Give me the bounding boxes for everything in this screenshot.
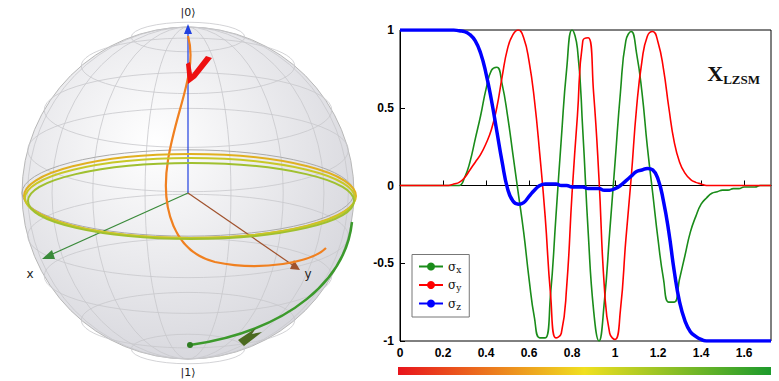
svg-text:-0.5: -0.5 — [373, 256, 394, 270]
svg-text:x: x — [26, 267, 33, 281]
svg-text:1.4: 1.4 — [693, 346, 710, 360]
svg-text:1: 1 — [612, 346, 619, 360]
svg-text:1: 1 — [387, 23, 394, 37]
svg-text:1.2: 1.2 — [650, 346, 667, 360]
svg-text:0.2: 0.2 — [435, 346, 452, 360]
svg-text:y: y — [455, 283, 462, 293]
svg-text:0: 0 — [387, 179, 394, 193]
svg-text:y: y — [304, 267, 311, 281]
svg-text:|1⟩: |1⟩ — [181, 366, 196, 379]
svg-text:-1: -1 — [383, 334, 394, 348]
svg-text:0.6: 0.6 — [521, 346, 538, 360]
svg-text:0.5: 0.5 — [377, 101, 394, 115]
svg-text:0.4: 0.4 — [478, 346, 495, 360]
svg-text:z: z — [456, 302, 461, 312]
svg-text:|0⟩: |0⟩ — [181, 6, 196, 19]
svg-text:σ: σ — [448, 278, 456, 292]
svg-text:σ: σ — [448, 260, 456, 274]
svg-text:X: X — [707, 61, 723, 86]
svg-text:1.6: 1.6 — [736, 346, 753, 360]
svg-text:0.8: 0.8 — [564, 346, 581, 360]
svg-text:0: 0 — [397, 346, 404, 360]
svg-text:x: x — [456, 265, 461, 275]
svg-text:LZSM: LZSM — [723, 72, 760, 87]
svg-text:σ: σ — [448, 297, 456, 311]
